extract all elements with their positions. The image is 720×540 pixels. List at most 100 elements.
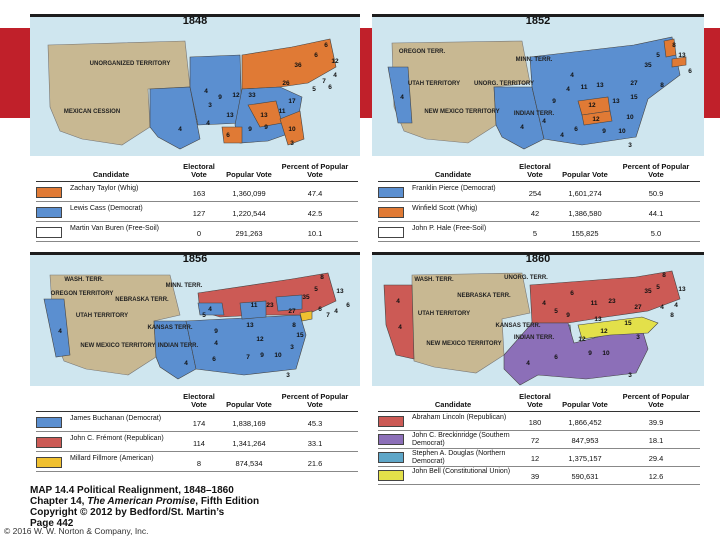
electoral-number: 12 (331, 58, 339, 65)
electoral-number: 9 (588, 350, 592, 357)
territory-label: UTAH TERRITORY (418, 311, 470, 317)
electoral-number: 6 (318, 306, 322, 313)
popular-vote: 1,838,169 (232, 419, 266, 428)
legend-swatch (36, 207, 62, 218)
popular-vote: 847,953 (571, 436, 599, 445)
col-candidate: Candidate (92, 170, 130, 179)
electoral-number: 13 (612, 98, 620, 105)
territory-label: UNORGANIZED TERRITORY (90, 61, 171, 67)
electoral-number: 4 (184, 360, 188, 367)
candidate-name: Zachary Taylor (Whig) (70, 185, 139, 192)
territory-label: INDIAN TERR. (514, 111, 555, 117)
electoral-number: 8 (670, 312, 674, 319)
electoral-number: 13 (678, 286, 686, 293)
map-caption: MAP 14.4 Political Realignment, 1848–186… (30, 485, 330, 529)
table-row: Stephen A. Douglas (Northern Democrat) 1… (378, 449, 700, 467)
state-tennessee-whig (581, 110, 613, 126)
table-row: James Buchanan (Democrat) 174 1,838,169 … (36, 414, 358, 432)
percent-vote: 47.4 (307, 189, 323, 198)
territory-label: INDIAN TERR. (158, 343, 199, 349)
territory-west (47, 40, 191, 146)
electoral-number: 3 (628, 142, 632, 149)
electoral-number: 4 (400, 94, 404, 101)
col-percent: Percent of Popular Vote (281, 162, 349, 179)
territory-label: NEBRASKA TERR. (457, 293, 511, 299)
electoral-number: 13 (260, 112, 268, 119)
electoral-number: 6 (574, 126, 578, 133)
electoral-number: 8 (320, 274, 324, 281)
state-pennsylvania-democrat (275, 294, 303, 312)
electoral-number: 27 (288, 308, 296, 315)
electoral-number: 15 (630, 94, 638, 101)
col-popular: Popular Vote (562, 170, 608, 179)
table-row: Millard Fillmore (American) 8 874,534 21… (36, 454, 358, 472)
territory-label: KANSAS TERR. (147, 325, 192, 331)
state-georgia-whig (279, 110, 305, 146)
electoral-number: 10 (274, 352, 282, 359)
territory-label: WASH. TERR. (414, 277, 454, 283)
electoral-number: 8 (662, 272, 666, 279)
map-1848: 1848 UNORGANIZED TERRITORY MEXICAN CESSI… (30, 14, 360, 156)
electoral-number: 9 (552, 98, 556, 105)
col-candidate: Candidate (434, 400, 472, 409)
percent-vote: 21.6 (307, 459, 323, 468)
legend-swatch (36, 437, 62, 448)
percent-vote: 10.1 (307, 229, 323, 238)
electoral-vote: 42 (530, 209, 540, 218)
electoral-number: 12 (578, 336, 586, 343)
electoral-number: 4 (58, 328, 62, 335)
electoral-number: 4 (208, 306, 212, 313)
map-1860-svg: WASH. TERR. UNORG. TERR. NEBRASKA TERR. … (383, 270, 686, 386)
electoral-number: 15 (296, 332, 304, 339)
electoral-number: 12 (592, 116, 600, 123)
electoral-vote: 5 (532, 229, 538, 238)
caption-page: Page 442 (30, 518, 74, 529)
territory-label: UTAH TERRITORY (76, 313, 128, 319)
electoral-number: 9 (218, 94, 222, 101)
table-header: Electoral Vote Popular Vote Percent of P… (36, 388, 358, 412)
electoral-vote: 72 (530, 436, 540, 445)
electoral-number: 3 (636, 334, 640, 341)
electoral-number: 4 (396, 298, 400, 305)
electoral-number: 3 (290, 140, 294, 147)
map-year: 1852 (525, 15, 551, 27)
popular-vote: 1,220,544 (232, 209, 266, 218)
table-row: John C. Frémont (Republican) 114 1,341,2… (36, 434, 358, 452)
caption-title: MAP 14.4 Political Realignment, 1848–186… (30, 485, 234, 496)
electoral-number: 12 (600, 328, 608, 335)
candidate-name: Lewis Cass (Democrat) (70, 205, 143, 212)
popular-vote: 1,601,274 (568, 189, 602, 198)
electoral-number: 6 (346, 302, 350, 309)
electoral-number: 9 (566, 312, 570, 319)
territory-label: NEW MEXICO TERRITORY (424, 109, 499, 115)
popular-vote: 291,263 (235, 229, 263, 238)
electoral-number: 4 (206, 120, 210, 127)
state-midwest-democrat (189, 54, 243, 126)
candidate-name: Millard Fillmore (American) (70, 455, 154, 462)
electoral-number: 4 (526, 360, 530, 367)
candidate-name: John C. Frémont (Republican) (70, 435, 164, 442)
electoral-number: 35 (644, 288, 652, 295)
results-table-1848: Candidate Electoral Vote Popular Vote Pe… (36, 158, 358, 248)
state-oregon-california-republican (383, 284, 415, 360)
state-south-breckinridge (503, 322, 649, 386)
map-1856: 1856 WASH. TERR. OREGON TERRITORY MINN. … (30, 252, 360, 386)
percent-vote: 18.1 (648, 436, 664, 445)
electoral-number: 9 (264, 124, 268, 131)
electoral-number: 11 (581, 84, 588, 91)
col-percent: Percent of Popular Vote (281, 392, 349, 409)
electoral-number: 23 (266, 302, 274, 309)
electoral-number: 4 (542, 118, 546, 125)
electoral-number: 13 (246, 322, 254, 329)
candidate-name: Winfield Scott (Whig) (412, 205, 478, 212)
percent-vote: 45.3 (307, 419, 323, 428)
electoral-number: 13 (336, 288, 344, 295)
electoral-number: 9 (248, 126, 252, 133)
electoral-vote: 174 (192, 419, 206, 428)
electoral-vote: 180 (528, 418, 542, 427)
col-percent: Percent of Popular Vote (622, 392, 690, 409)
legend-swatch (36, 457, 62, 468)
electoral-number: 5 (202, 312, 206, 319)
popular-vote: 874,534 (235, 459, 263, 468)
popular-vote: 1,386,580 (568, 209, 602, 218)
